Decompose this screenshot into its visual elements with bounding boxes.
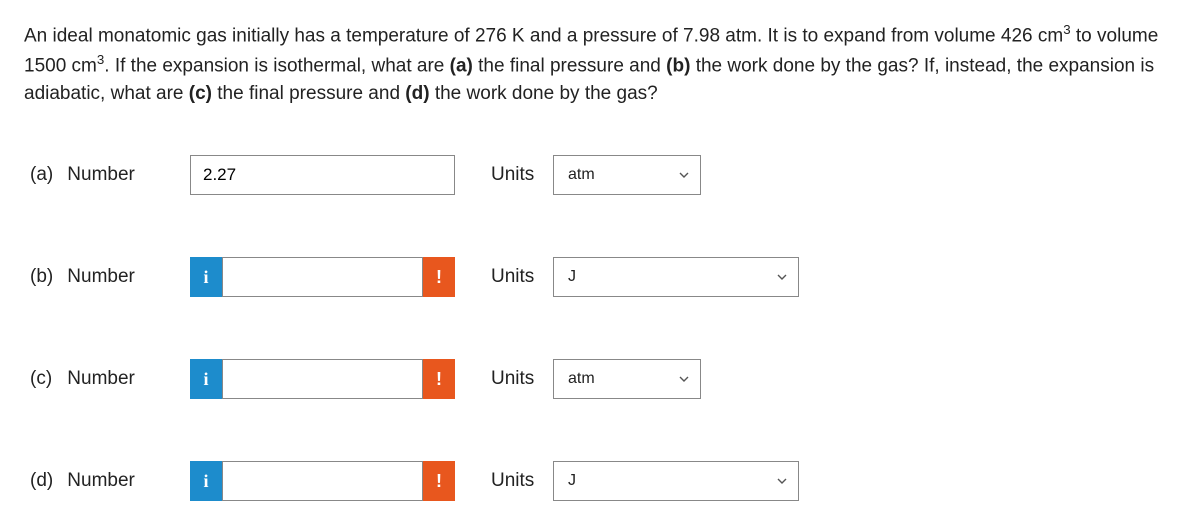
number-input-wrap: i! [190,257,455,297]
answer-row-a: (a) Number Units atm [30,155,1176,195]
number-label: Number [67,368,135,389]
chevron-down-icon [776,271,788,283]
warning-icon[interactable]: ! [423,359,455,399]
answer-row-c: (c) Numberi!Unitsatm [30,359,1176,399]
number-input[interactable] [222,257,423,297]
number-label: Number [67,164,135,185]
answer-row-b: (b) Numberi!UnitsJ [30,257,1176,297]
info-icon[interactable]: i [190,359,222,399]
units-value: J [568,472,576,490]
part-letter: (d) [30,470,62,492]
info-icon[interactable]: i [190,257,222,297]
part-label: (c) Number [30,368,190,390]
warning-icon[interactable]: ! [423,257,455,297]
units-select[interactable]: atm [553,359,701,399]
chevron-down-icon [678,169,690,181]
number-input[interactable] [222,359,423,399]
chevron-down-icon [678,373,690,385]
number-label: Number [67,266,135,287]
number-input[interactable] [222,461,423,501]
part-letter: (c) [30,368,62,390]
part-label: (a) Number [30,164,190,186]
warning-icon[interactable]: ! [423,461,455,501]
part-letter: (b) [30,266,62,288]
units-value: atm [568,370,595,388]
units-select[interactable]: atm [553,155,701,195]
units-label: Units [491,164,553,186]
answer-row-d: (d) Numberi!UnitsJ [30,461,1176,501]
chevron-down-icon [776,475,788,487]
number-input-wrap [190,155,455,195]
part-label: (b) Number [30,266,190,288]
units-value: atm [568,166,595,184]
units-label: Units [491,470,553,492]
number-input-wrap: i! [190,461,455,501]
units-label: Units [491,266,553,288]
answer-parts: (a) NumberUnitsatm(b) Numberi!UnitsJ(c) … [24,155,1176,501]
units-select[interactable]: J [553,461,799,501]
info-icon[interactable]: i [190,461,222,501]
number-input-wrap: i! [190,359,455,399]
part-letter: (a) [30,164,62,186]
question-text: An ideal monatomic gas initially has a t… [24,20,1176,107]
units-value: J [568,268,576,286]
part-label: (d) Number [30,470,190,492]
units-label: Units [491,368,553,390]
number-label: Number [67,470,135,491]
units-select[interactable]: J [553,257,799,297]
number-input[interactable] [190,155,455,195]
